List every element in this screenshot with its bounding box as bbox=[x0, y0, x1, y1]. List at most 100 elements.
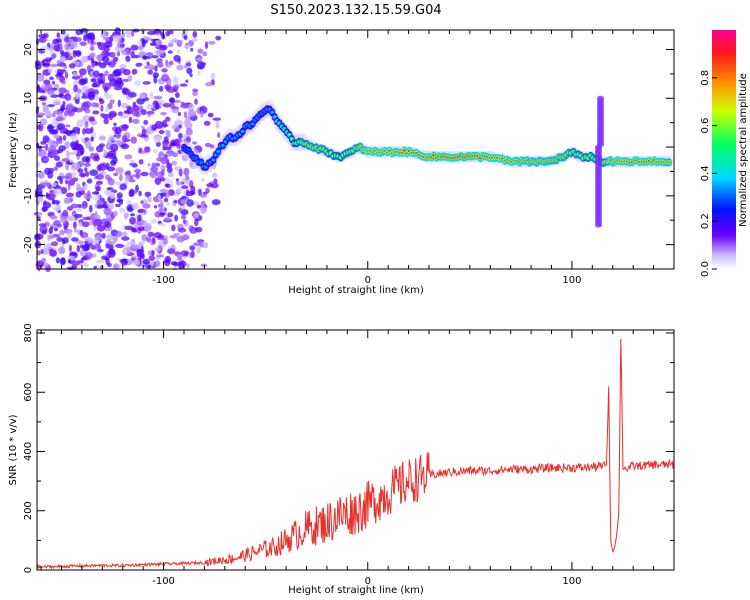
noise-blob bbox=[46, 125, 55, 130]
x-tick-label: 100 bbox=[562, 576, 581, 587]
noise-blob bbox=[205, 82, 213, 87]
noise-blob bbox=[159, 49, 166, 54]
noise-blob bbox=[80, 232, 89, 239]
noise-blob bbox=[117, 99, 122, 107]
noise-blob bbox=[142, 129, 148, 133]
noise-blob bbox=[40, 248, 44, 255]
y-tick-label: 800 bbox=[23, 323, 34, 342]
noise-blob bbox=[73, 84, 78, 93]
noise-blob bbox=[96, 224, 106, 232]
noise-blob bbox=[187, 103, 195, 112]
noise-blob bbox=[197, 48, 204, 54]
noise-blob bbox=[150, 261, 154, 267]
noise-blob bbox=[183, 119, 190, 127]
noise-blob bbox=[164, 129, 171, 134]
y-tick-label: 0 bbox=[23, 144, 34, 150]
noise-blob bbox=[90, 126, 94, 133]
noise-blob bbox=[121, 87, 128, 94]
noise-blob bbox=[61, 29, 66, 35]
noise-blob bbox=[51, 112, 56, 118]
noise-blob bbox=[121, 135, 128, 143]
noise-blob bbox=[146, 61, 150, 66]
noise-blob bbox=[184, 64, 188, 69]
noise-blob bbox=[91, 102, 98, 108]
noise-blob bbox=[73, 227, 78, 233]
noise-blob bbox=[131, 68, 138, 75]
noise-blob bbox=[41, 102, 47, 106]
noise-blob bbox=[199, 240, 204, 248]
noise-blob bbox=[40, 141, 47, 145]
noise-blob bbox=[65, 103, 74, 112]
noise-blob bbox=[147, 163, 151, 167]
noise-blob bbox=[196, 61, 206, 69]
noise-blob bbox=[99, 62, 107, 69]
noise-blob bbox=[118, 199, 123, 205]
ridge-core bbox=[273, 116, 277, 119]
noise-blob bbox=[70, 41, 79, 49]
noise-blob bbox=[105, 217, 113, 223]
noise-blob bbox=[153, 148, 159, 154]
noise-blob bbox=[175, 181, 183, 186]
x-tick-label: 0 bbox=[365, 275, 371, 286]
noise-blob bbox=[159, 212, 166, 216]
noise-blob bbox=[53, 110, 62, 115]
noise-blob bbox=[69, 36, 75, 40]
noise-blob bbox=[76, 119, 85, 128]
noise-blob bbox=[177, 39, 183, 48]
noise-blob bbox=[159, 31, 164, 36]
noise-blob bbox=[93, 226, 97, 231]
noise-blob bbox=[167, 248, 176, 255]
noise-blob bbox=[107, 249, 116, 258]
colorbar-tick-label: 0.2 bbox=[700, 213, 711, 229]
noise-blob bbox=[82, 221, 90, 228]
noise-blob bbox=[94, 243, 101, 251]
noise-blob bbox=[180, 103, 189, 109]
noise-blob bbox=[150, 91, 154, 100]
noise-blob bbox=[124, 225, 134, 231]
noise-blob bbox=[178, 260, 187, 267]
noise-blob bbox=[112, 156, 118, 164]
noise-blob bbox=[167, 172, 174, 178]
noise-blob bbox=[138, 93, 147, 100]
noise-blob bbox=[162, 103, 172, 108]
noise-blob bbox=[135, 171, 141, 180]
noise-blob bbox=[76, 240, 85, 244]
noise-blob bbox=[84, 77, 88, 84]
noise-blob bbox=[142, 220, 148, 227]
noise-blob bbox=[183, 34, 188, 41]
noise-blob bbox=[175, 92, 180, 98]
noise-blob bbox=[72, 51, 77, 58]
noise-blob bbox=[60, 187, 68, 194]
noise-blob bbox=[50, 241, 59, 247]
noise-blob bbox=[163, 238, 168, 245]
noise-blob bbox=[109, 99, 115, 105]
noise-blob bbox=[126, 200, 132, 205]
noise-blob bbox=[106, 251, 110, 259]
noise-blob bbox=[134, 80, 141, 86]
noise-blob bbox=[132, 258, 141, 266]
noise-blob bbox=[69, 252, 77, 257]
noise-blob bbox=[52, 134, 61, 139]
noise-blob bbox=[119, 183, 127, 191]
noise-blob bbox=[192, 88, 199, 93]
noise-blob bbox=[171, 160, 178, 166]
noise-blob bbox=[117, 111, 123, 116]
noise-blob bbox=[105, 106, 110, 112]
noise-blob bbox=[103, 207, 112, 216]
noise-blob bbox=[128, 189, 134, 197]
noise-blob bbox=[199, 193, 207, 198]
ridge-core bbox=[251, 122, 255, 125]
noise-blob bbox=[84, 108, 91, 114]
noise-blob bbox=[166, 61, 170, 68]
y-tick-label: 600 bbox=[23, 383, 34, 402]
noise-blob bbox=[85, 216, 94, 221]
noise-blob bbox=[41, 230, 47, 235]
colorbar-tick-label: 0.6 bbox=[700, 118, 711, 134]
ridge-core bbox=[270, 111, 274, 114]
noise-blob bbox=[164, 177, 171, 184]
noise-blob bbox=[169, 97, 175, 104]
noise-blob bbox=[71, 171, 77, 178]
noise-blob bbox=[57, 210, 61, 214]
